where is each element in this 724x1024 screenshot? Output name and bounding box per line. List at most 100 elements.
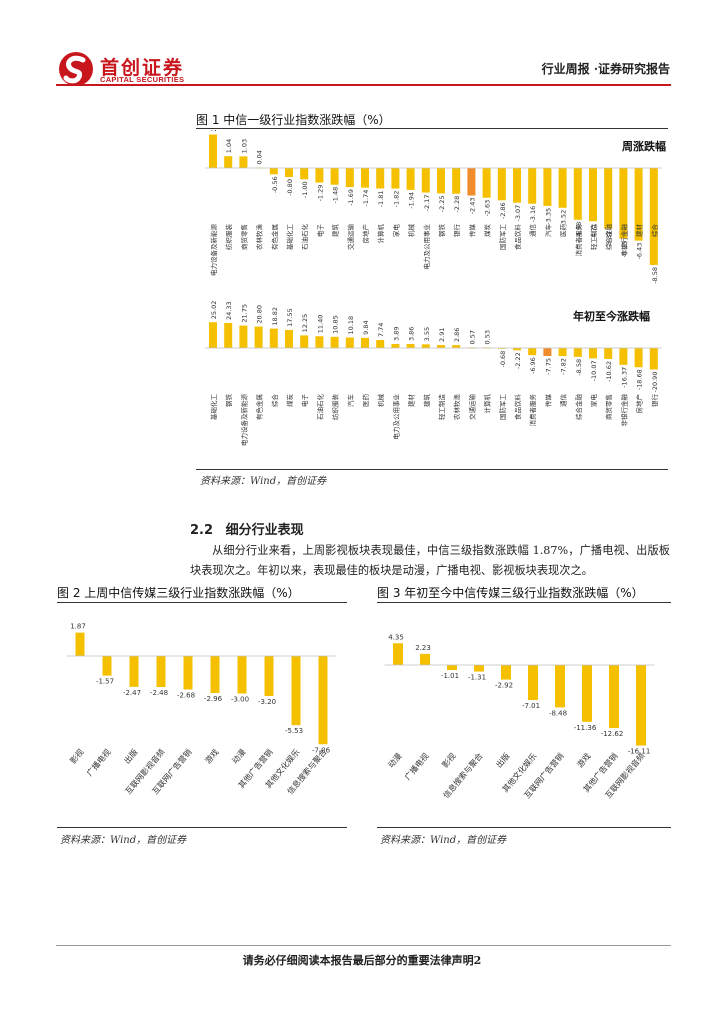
ytd-category-label: 石油石化: [315, 394, 324, 421]
ytd-bar: [528, 348, 537, 356]
value-label: -2.96: [204, 695, 223, 703]
ytd-value-label: -0.68: [499, 351, 507, 368]
week-bar: [239, 156, 248, 168]
value-label: -2.47: [123, 689, 141, 697]
week-category-label: 有色金属: [270, 224, 279, 250]
ytd-bar: [376, 340, 385, 348]
ytd-bar: [330, 336, 339, 348]
week-value-label: 1.03: [240, 139, 248, 153]
category-label: 动漫: [230, 747, 248, 766]
ytd-bar: [513, 348, 521, 351]
week-category-label: 农林牧渔: [255, 224, 264, 251]
ytd-category-label: 煤炭: [285, 394, 294, 408]
ytd-bar: [437, 345, 445, 348]
ytd-value-label: 0.53: [484, 330, 492, 344]
week-bar: [604, 168, 613, 229]
week-value-label: -5.37: [605, 231, 613, 248]
ytd-value-label: 24.33: [225, 301, 233, 320]
week-value-label: -0.80: [286, 179, 294, 196]
week-bar: [330, 168, 339, 185]
ytd-category-label: 基础化工: [209, 394, 218, 421]
ytd-bar: [619, 348, 628, 365]
week-value-label: -3.52: [560, 210, 568, 227]
header-divider: [56, 84, 671, 86]
week-bar: [285, 168, 293, 178]
ytd-value-label: -20.90: [651, 372, 659, 393]
week-bar: [513, 168, 521, 203]
ytd-value-label: -7.82: [560, 358, 568, 375]
category-label: 出版: [494, 751, 512, 770]
ytd-bar: [421, 344, 430, 348]
week-value-label: -1.74: [362, 190, 370, 207]
section-body-text: 从细分行业来看，上周影视板块表现最佳，中信三级指数涨跌幅 1.87%，广播电视、…: [190, 544, 670, 577]
ytd-value-label: -8.58: [575, 359, 583, 376]
week-value-label: -2.43: [468, 197, 476, 214]
ytd-bar: [649, 348, 658, 370]
value-label: -1.31: [468, 674, 486, 682]
bar: [555, 665, 565, 708]
week-value-label: -1.00: [301, 181, 309, 198]
ytd-bar: [269, 328, 278, 348]
ytd-value-label: 10.18: [347, 316, 355, 335]
value-label: -7.06: [312, 746, 331, 754]
ytd-bar: [254, 326, 263, 348]
bar: [582, 665, 592, 722]
week-bar: [300, 168, 309, 180]
week-category-label: 机械: [407, 224, 416, 238]
ytd-category-label: 农林牧渔: [452, 394, 461, 421]
ytd-value-label: 10.85: [332, 315, 340, 334]
bar: [447, 665, 457, 671]
ytd-bar: [361, 337, 369, 348]
week-bar: [406, 168, 415, 190]
ytd-bar: [209, 322, 217, 348]
week-bar: [589, 168, 597, 222]
week-bar: [497, 168, 506, 201]
week-category-label: 建材: [635, 224, 644, 238]
week-bar: [619, 168, 628, 239]
value-label: -3.00: [231, 696, 249, 704]
value-label: -11.36: [574, 724, 597, 732]
figure1-title: 图 1 中信一级行业指数涨跌幅（%）: [196, 113, 391, 127]
week-category-label: 电力及公用事业: [422, 223, 431, 269]
week-category-label: 医药: [559, 224, 568, 238]
ytd-category-label: 机械: [376, 394, 385, 408]
week-value-label: -1.69: [347, 189, 355, 206]
ytd-bar: [589, 348, 597, 359]
week-category-label: 消费者服务: [574, 224, 583, 257]
value-label: -8.48: [549, 709, 567, 717]
ytd-bar: [558, 348, 567, 357]
week-bar: [543, 168, 552, 206]
ytd-value-label: -7.75: [544, 358, 552, 375]
week-panel-title: 周涨跌幅: [622, 139, 666, 153]
week-category-label: 建筑: [331, 224, 340, 238]
ytd-bar: [391, 343, 400, 348]
ytd-category-label: 建材: [407, 394, 416, 408]
week-bar: [528, 168, 537, 204]
figure1-source: 资料来源：Wind，首创证券: [200, 476, 327, 487]
bar: [210, 656, 220, 693]
figure3-top-rule: [377, 602, 671, 603]
bar: [291, 656, 301, 726]
week-bar: [209, 134, 217, 168]
week-value-label: -4.58: [575, 222, 583, 239]
week-category-label: 国防军工: [498, 224, 507, 251]
week-bar: [558, 168, 567, 208]
figure3-source: 资料来源：Wind，首创证券: [380, 835, 507, 846]
week-value-label: -3.16: [529, 206, 537, 223]
bar: [183, 656, 193, 690]
bar: [501, 665, 511, 680]
category-label: 出版: [122, 747, 140, 766]
ytd-bar: [315, 336, 324, 348]
week-category-label: 通信: [528, 224, 537, 238]
bar: [129, 656, 139, 687]
category-label: 游戏: [575, 751, 593, 770]
week-bar: [482, 168, 491, 198]
value-label: -12.62: [601, 730, 624, 738]
bar: [156, 656, 166, 687]
footer-disclaimer: 请务必仔细阅读本报告最后部分的重要法律声明2: [242, 954, 482, 967]
week-category-label: 汽车: [543, 224, 552, 238]
week-bar: [224, 156, 233, 168]
report-type-label: 行业周报 ·证券研究报告: [541, 62, 670, 76]
week-value-label: -2.17: [423, 195, 431, 212]
figure2-bottom-rule: [57, 827, 347, 828]
